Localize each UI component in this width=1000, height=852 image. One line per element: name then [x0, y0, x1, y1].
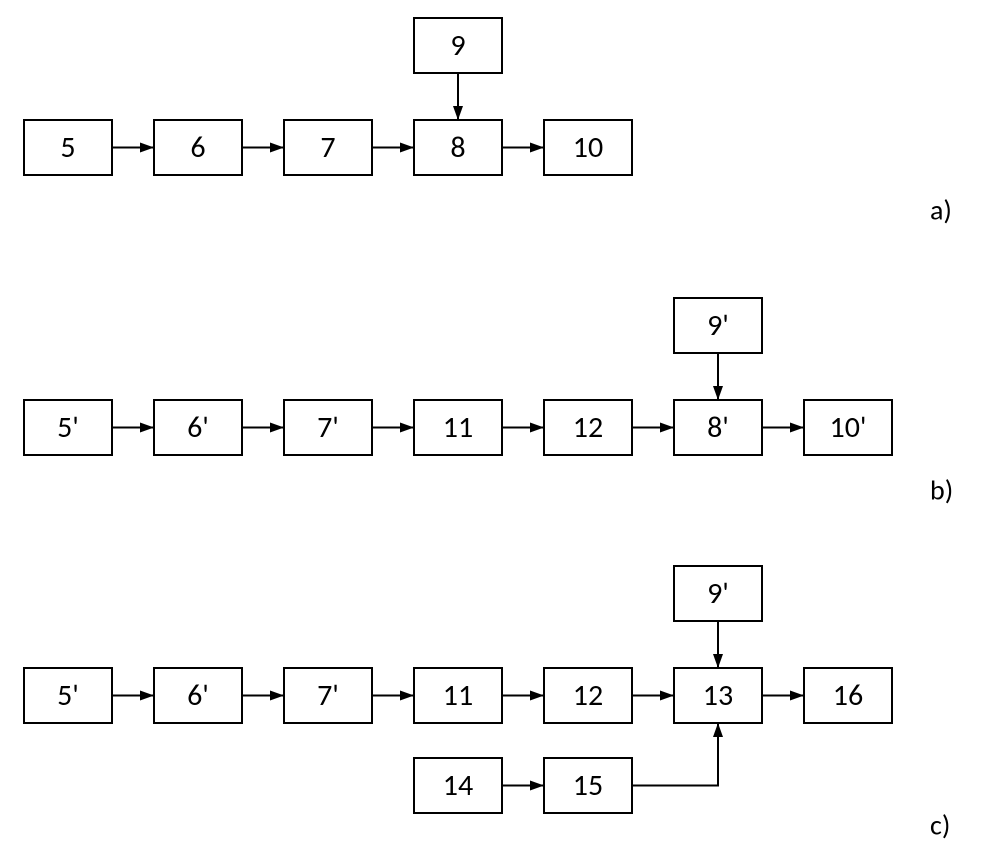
panel-c-node-n11-label: 11 [443, 677, 473, 714]
diagram-canvas: 5 6 7 8 10 9 a) 5' 6' 7' 11 12 8' 10' 9' b) 5' 6' 7' 11 12 13… [0, 0, 1000, 852]
arrow-elbow [632, 723, 718, 786]
panel-b-node-n11-label: 11 [443, 409, 473, 446]
panel-b-node-n9p-label: 9' [707, 307, 729, 344]
panel-c-node-n12-label: 12 [573, 677, 603, 714]
panel-a-node-n8-label: 8 [450, 129, 465, 166]
panel-c-node-n15-label: 15 [573, 767, 603, 804]
panel-c-label: c) [930, 808, 950, 843]
panel-b-node-n12-label: 12 [573, 409, 603, 446]
panel-b-node-n10p-label: 10' [829, 409, 866, 446]
panel-c-node-n5p-label: 5' [57, 677, 79, 714]
panel-c-node-n9p-label: 9' [707, 575, 729, 612]
panel-c-node-n13-label: 13 [703, 677, 733, 714]
panel-a-label: a) [930, 193, 952, 228]
panel-b-node-n5p-label: 5' [57, 409, 79, 446]
panel-b-node-n7p-label: 7' [317, 409, 339, 446]
panel-b-node-n6p-label: 6' [187, 409, 209, 446]
panel-a-node-n5-label: 5 [60, 129, 75, 166]
panel-b-node-n8p-label: 8' [707, 409, 729, 446]
panel-a-node-n10-label: 10 [573, 129, 603, 166]
panel-a-node-n6-label: 6 [190, 129, 205, 166]
panel-b-label: b) [930, 473, 953, 508]
panel-c-node-n7p-label: 7' [317, 677, 339, 714]
panel-a-node-n7-label: 7 [320, 129, 335, 166]
panel-a-node-n9-label: 9 [450, 27, 465, 64]
panel-c-node-n6p-label: 6' [187, 677, 209, 714]
panel-c-node-n16-label: 16 [833, 677, 863, 714]
panel-c-node-n14-label: 14 [443, 767, 473, 804]
